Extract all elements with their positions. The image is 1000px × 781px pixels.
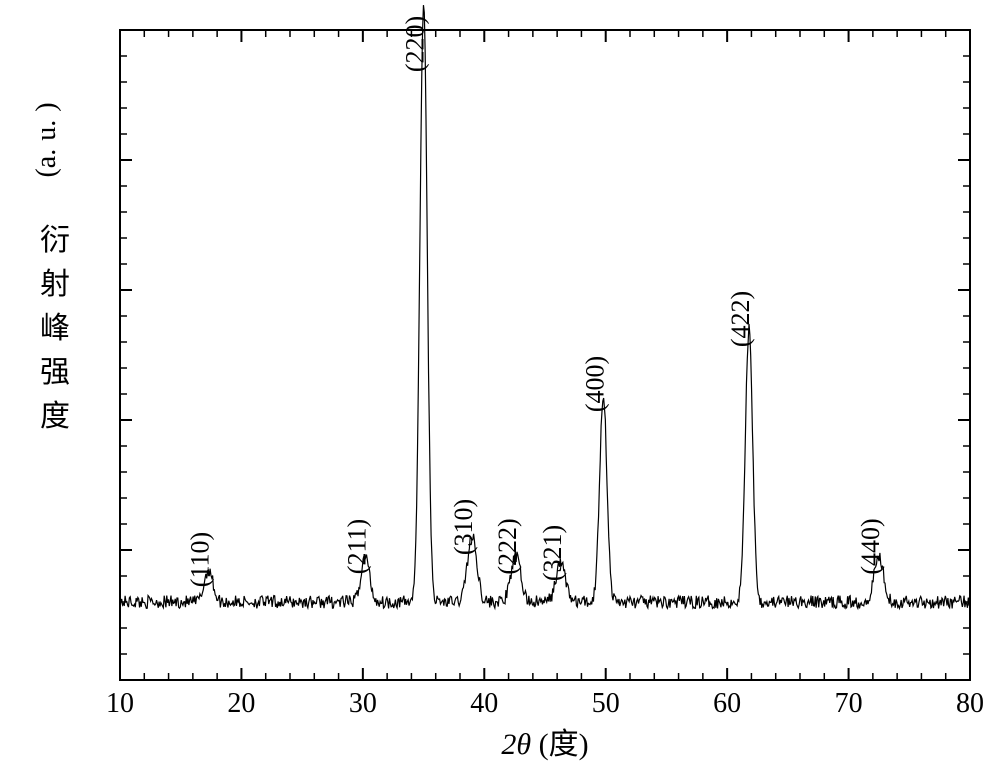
peak-label: (110): [186, 532, 215, 587]
y-axis-label-char: 强: [40, 356, 70, 389]
x-tick-label: 10: [106, 688, 134, 719]
peak-label: (222): [493, 518, 522, 574]
peak-label: (211): [342, 519, 371, 574]
y-axis-label-char: 峰: [40, 312, 70, 345]
x-tick-label: 80: [956, 688, 984, 719]
x-tick-label: 20: [227, 688, 255, 719]
y-axis-label-char: 衍: [40, 224, 70, 257]
peak-label: (321): [538, 525, 567, 581]
x-tick-label: 30: [349, 688, 377, 719]
x-tick-label: 50: [592, 688, 620, 719]
xrd-chart: 10 20 30 40 50 60 70 80 2θ (度) (a.u.) 衍射峰强度 (110) (2…: [0, 0, 1000, 781]
x-tick-label: 40: [470, 688, 498, 719]
y-axis-label-char: 射: [40, 268, 70, 301]
peak-label: (440): [856, 518, 885, 574]
peak-label: (400): [580, 356, 609, 412]
chart-svg: 10 20 30 40 50 60 70 80 2θ (度) (a.u.) 衍射峰强度 (110) (2…: [0, 0, 1000, 781]
peak-label: (310): [449, 499, 478, 555]
peak-label: (422): [726, 291, 755, 347]
x-tick-label: 60: [713, 688, 741, 719]
peak-label: (220): [401, 16, 430, 72]
x-tick-label: 70: [835, 688, 863, 719]
y-axis-label-char: 度: [40, 400, 70, 433]
xrd-trace: [120, 5, 970, 608]
y-axis-unit: (a.u.): [31, 102, 62, 177]
x-axis-label: 2θ (度): [501, 728, 588, 761]
